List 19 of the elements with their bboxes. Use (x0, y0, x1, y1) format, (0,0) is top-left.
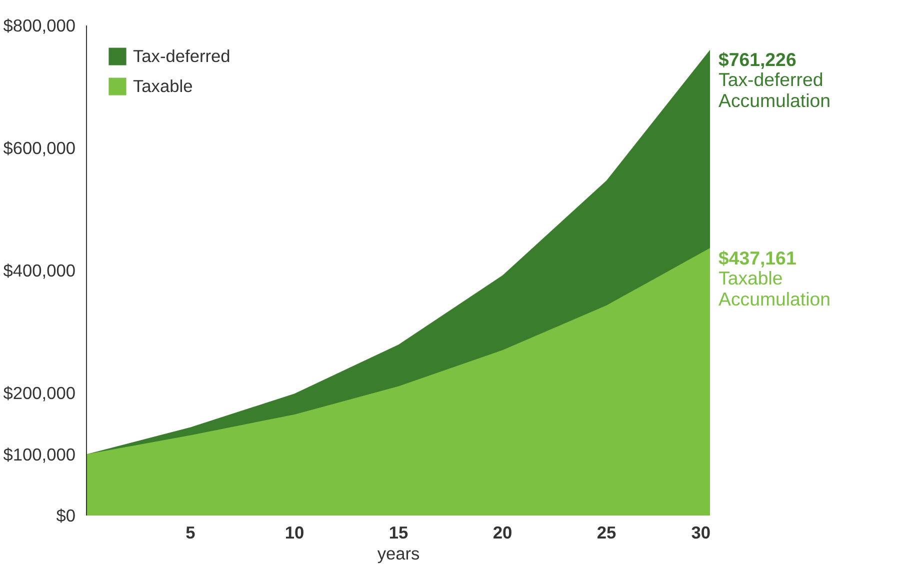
x-axis-title: years (377, 544, 420, 564)
y-tick-label: $600,000 (3, 138, 76, 158)
legend-label: Taxable (133, 76, 193, 96)
x-tick-label: 5 (186, 522, 196, 542)
y-tick-label: $200,000 (3, 383, 76, 403)
y-tick-label: $0 (56, 506, 76, 526)
x-tick-label: 15 (388, 522, 408, 542)
y-tick-label: $800,000 (3, 16, 76, 36)
legend-label: Tax-deferred (133, 46, 230, 66)
x-tick-label: 25 (596, 522, 616, 542)
x-tick-label: 10 (284, 522, 304, 542)
text: $437,161 (718, 248, 796, 269)
text: Taxable Accumulation (718, 268, 830, 310)
x-tick-label: 30 (691, 522, 711, 542)
x-tick-label: 20 (492, 522, 512, 542)
y-tick-label: $100,000 (3, 444, 76, 464)
text: $761,226 (718, 49, 796, 70)
text: Tax-deferred Accumulation (718, 69, 830, 112)
y-tick-label: $400,000 (3, 260, 76, 280)
